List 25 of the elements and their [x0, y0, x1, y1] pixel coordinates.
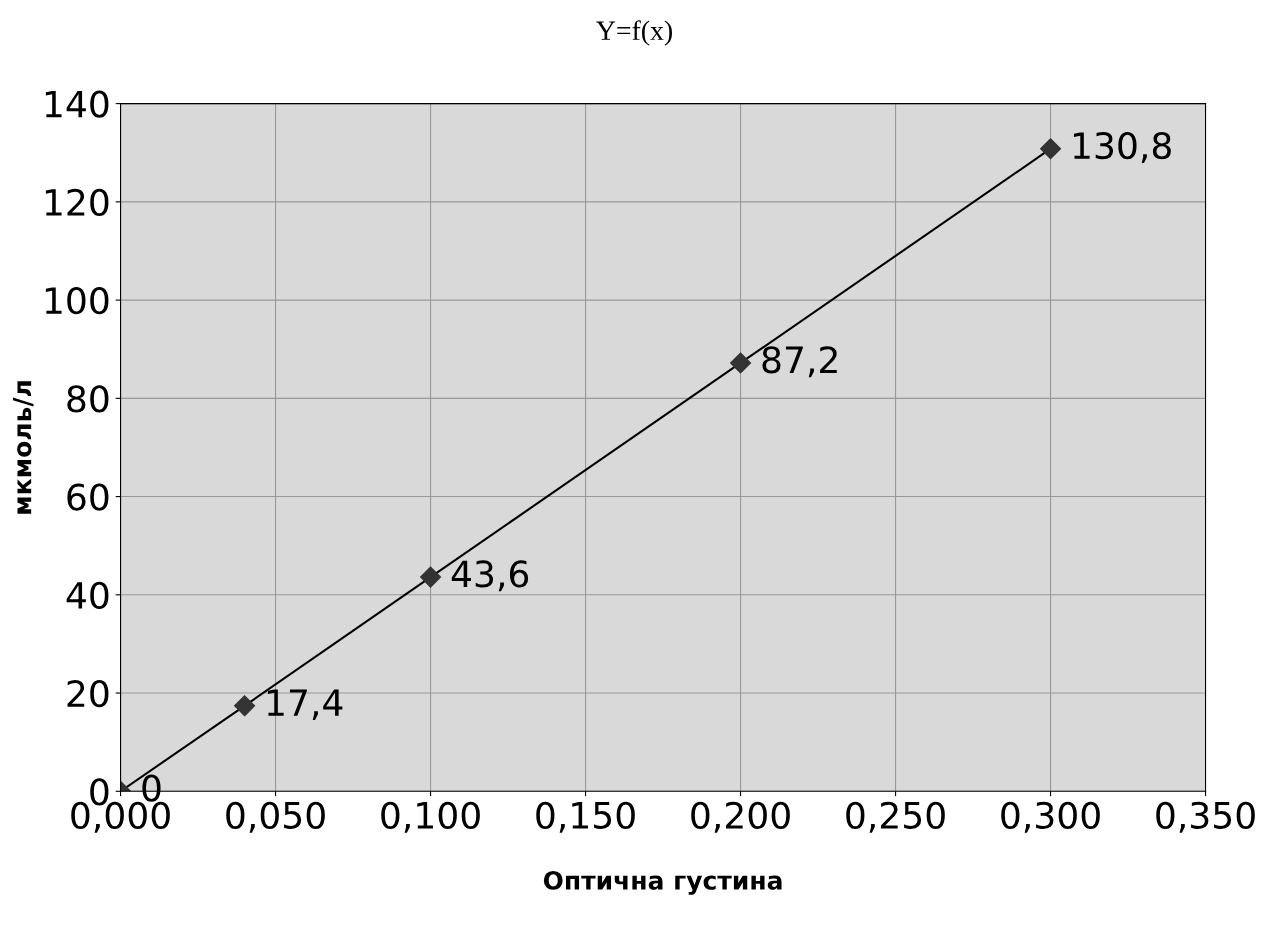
- point: [420, 566, 442, 588]
- y-tick-label: 20: [67, 679, 109, 708]
- data-label: 17,4: [267, 689, 343, 720]
- point: [1040, 138, 1062, 160]
- y-tick-label: 60: [67, 483, 109, 511]
- y-tick-label: 40: [66, 581, 109, 610]
- x-tick-label: 0,300: [1001, 801, 1100, 833]
- x-tick-label: 0,200: [691, 801, 790, 833]
- y-axis-title: мкмоль/л: [12, 381, 34, 514]
- y-tick-label: 140: [45, 90, 109, 118]
- x-tick-label: 0,100: [381, 801, 480, 833]
- chart-title: Y=f(x): [596, 20, 672, 46]
- x-tick-label: 0,350: [1156, 801, 1255, 833]
- x-tick-label: 0,150: [536, 801, 635, 833]
- x-tick-label: 0,050: [226, 801, 325, 833]
- data-label: 130,8: [1073, 131, 1171, 163]
- data-label: 87,2: [762, 346, 837, 378]
- x-tick-label: 0,250: [846, 801, 945, 833]
- y-tick-label: 120: [45, 188, 109, 217]
- x-axis-title: Оптична густина: [543, 870, 782, 895]
- point: [730, 352, 752, 374]
- y-tick-label: 80: [67, 385, 109, 413]
- point: [234, 695, 256, 717]
- data-label: 43,6: [451, 560, 529, 592]
- y-tick-label: 100: [45, 287, 109, 315]
